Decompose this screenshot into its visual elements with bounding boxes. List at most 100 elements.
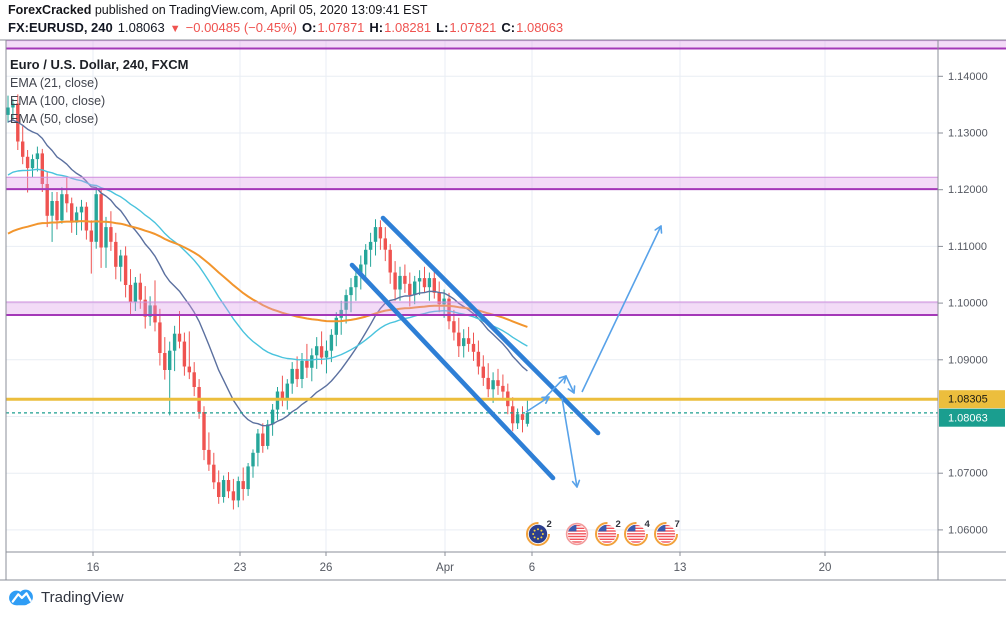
reject-down-arrow[interactable] xyxy=(565,375,576,394)
channel-lower[interactable] xyxy=(349,262,556,481)
candle-body xyxy=(187,366,191,373)
economic-events-row[interactable]: 2 2 4 7 xyxy=(526,519,680,546)
plot-area[interactable] xyxy=(6,40,938,552)
open-value: 1.07871 xyxy=(317,20,365,35)
legend-symbol-title[interactable]: Euro / U.S. Dollar, 240, FXCM xyxy=(10,57,189,72)
candle-body xyxy=(207,449,211,465)
candle-body xyxy=(104,227,108,248)
time-axis-label: 20 xyxy=(819,562,832,574)
candle-body xyxy=(21,141,25,157)
candle-body xyxy=(388,249,392,273)
legend-ema-100[interactable]: EMA (100, close) xyxy=(10,94,106,108)
candle-body xyxy=(40,153,44,184)
event-count-ring xyxy=(624,522,648,546)
supply-zone-1.145[interactable] xyxy=(6,40,1006,50)
candle-body xyxy=(70,203,74,223)
chart-legend: Euro / U.S. Dollar, 240, FXCM EMA (21, c… xyxy=(10,56,188,128)
candle-body xyxy=(354,275,358,288)
candle-body xyxy=(123,255,128,285)
candle-body xyxy=(305,360,309,368)
candle-body xyxy=(437,292,441,305)
time-axis[interactable]: 16 23 26 Apr 6 13 20 xyxy=(87,552,832,574)
candle-body xyxy=(368,241,373,250)
price-axis-label: 1.09000 xyxy=(948,354,988,366)
candle-body xyxy=(457,332,461,347)
price-axis-label: 1.07000 xyxy=(948,468,988,480)
candle-body xyxy=(290,368,294,384)
candle-body xyxy=(138,282,142,300)
candle-body xyxy=(50,201,54,216)
candle-body xyxy=(491,380,495,390)
open-label: O: xyxy=(301,20,317,35)
rally-projection-arrow[interactable] xyxy=(581,225,663,393)
price-axis[interactable]: 1.14000 1.13000 1.12000 1.11000 1.10000 1.090… xyxy=(938,71,1005,537)
candle-body xyxy=(334,317,338,335)
price-axis-label: 1.11000 xyxy=(948,241,987,253)
event-count-badge: 4 xyxy=(645,519,651,530)
candle-body xyxy=(364,249,368,265)
price-levels xyxy=(6,397,938,414)
event-icon-us-flag[interactable]: 2 xyxy=(595,519,621,546)
channel-upper[interactable] xyxy=(380,215,601,436)
candle-body xyxy=(471,343,476,352)
candle-body xyxy=(217,482,221,497)
candle-body xyxy=(35,153,40,160)
candle-body xyxy=(226,480,231,492)
candle-body xyxy=(25,156,30,169)
candle-body xyxy=(212,464,216,483)
candle-body xyxy=(270,409,275,425)
candle-body xyxy=(452,321,456,333)
close-label: C: xyxy=(501,20,516,35)
candle-body xyxy=(398,275,402,290)
candle-body xyxy=(373,227,378,242)
candle-body xyxy=(432,278,436,293)
symbol-info-bar: FX:EURUSD, 240 1.08063 ▼ −0.00485 (−0.45%) O… xyxy=(8,20,568,35)
candle-body xyxy=(349,287,353,296)
event-icon-us-flag[interactable]: 7 xyxy=(654,519,680,546)
candle-body xyxy=(359,264,363,276)
candle-body xyxy=(109,227,113,242)
candle-body xyxy=(427,278,432,288)
event-icon-us-flag[interactable]: 4 xyxy=(624,519,651,546)
candle-body xyxy=(60,194,64,221)
candle-body xyxy=(148,305,152,317)
ema-50-line[interactable] xyxy=(7,168,528,361)
supply-zone-1.12[interactable] xyxy=(6,176,938,191)
publish-info: published on TradingView.com, April 05, … xyxy=(91,3,428,17)
price-axis-background xyxy=(938,40,1006,580)
legend-ema-21[interactable]: EMA (21, close) xyxy=(10,76,99,90)
ema-21-line[interactable] xyxy=(7,119,528,427)
resistance-price-value: 1.08305 xyxy=(948,394,988,406)
candle-body xyxy=(79,206,84,213)
candle-body xyxy=(65,194,69,204)
current-price-value: 1.08063 xyxy=(948,413,988,425)
time-axis-label: 23 xyxy=(234,562,247,574)
event-count-badge: 7 xyxy=(675,519,680,530)
event-count-ring xyxy=(595,522,619,546)
candle-body xyxy=(476,351,481,367)
symbol-title[interactable]: FX:EURUSD, 240 xyxy=(8,20,113,35)
candle-body xyxy=(315,346,319,356)
candle-body xyxy=(119,255,123,267)
time-axis-label: 26 xyxy=(320,562,333,574)
event-count-ring xyxy=(654,522,678,546)
tradingview-brand-text: TradingView xyxy=(41,588,124,606)
breakdown-arrow[interactable] xyxy=(561,397,581,488)
candle-body xyxy=(511,406,515,424)
candle-body xyxy=(261,433,265,446)
tradingview-watermark[interactable]: TradingView xyxy=(8,586,124,608)
event-icon-eu-flag[interactable]: 2 xyxy=(526,519,552,546)
candle-body xyxy=(515,414,520,424)
candle-body xyxy=(231,491,236,501)
event-icon-us-flag[interactable] xyxy=(565,522,589,546)
price-axis-label: 1.10000 xyxy=(948,298,988,310)
time-axis-label: Apr xyxy=(436,562,454,574)
candle-body xyxy=(172,333,177,351)
ema-100-line[interactable] xyxy=(7,220,528,328)
candle-body xyxy=(6,107,10,115)
down-arrow-icon: ▼ xyxy=(169,23,181,35)
legend-ema-50[interactable]: EMA (50, close) xyxy=(10,112,99,126)
candle-body xyxy=(324,350,329,358)
publish-caption: ForexCracked published on TradingView.co… xyxy=(8,3,427,17)
